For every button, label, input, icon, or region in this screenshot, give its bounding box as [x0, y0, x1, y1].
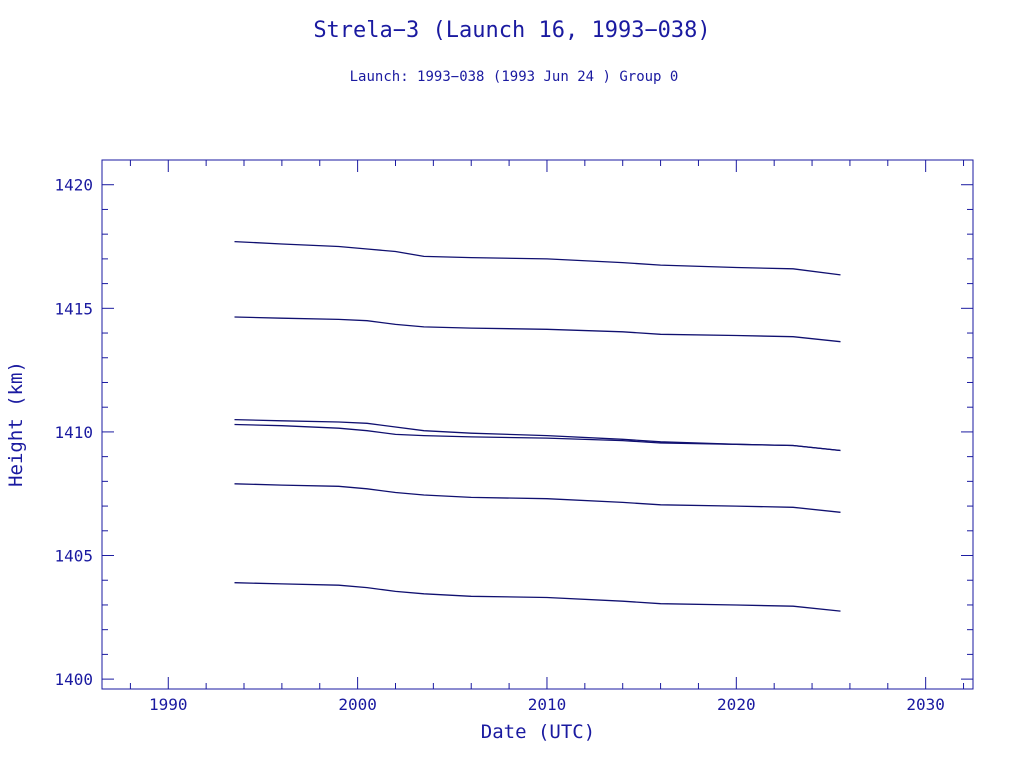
- y-tick-label: 1400: [54, 670, 93, 689]
- x-tick-label: 2000: [338, 695, 377, 714]
- x-tick-label: 2020: [717, 695, 756, 714]
- series-line-5: [234, 483, 841, 513]
- y-tick-labels: 1400 1405 1410 1415 1420: [54, 176, 93, 689]
- plot-frame: [101, 159, 974, 690]
- series-line-1: [234, 240, 841, 276]
- y-tick-label: 1405: [54, 547, 93, 566]
- series-line-6: [234, 582, 841, 612]
- chart-title: Strela−3 (Launch 16, 1993−038): [313, 18, 710, 43]
- y-tick-label: 1420: [54, 176, 93, 195]
- x-tick-label: 1990: [149, 695, 188, 714]
- y-tick-label: 1415: [54, 299, 93, 318]
- series-line-4: [234, 423, 841, 452]
- x-tick-label: 2030: [906, 695, 945, 714]
- series-line-3: [234, 418, 841, 452]
- chart-subtitle: Launch: 1993−038 (1993 Jun 24 ) Group 0: [350, 69, 679, 85]
- axis-ticks: [102, 160, 973, 689]
- x-tick-labels: 1990 2000 2010 2020 2030: [149, 695, 945, 714]
- x-tick-label: 2010: [528, 695, 567, 714]
- x-axis-label: Date (UTC): [481, 721, 595, 743]
- series-line-2: [234, 316, 841, 343]
- series-lines: [234, 240, 841, 612]
- y-tick-label: 1410: [54, 423, 93, 442]
- y-axis-label: Height (km): [5, 361, 27, 487]
